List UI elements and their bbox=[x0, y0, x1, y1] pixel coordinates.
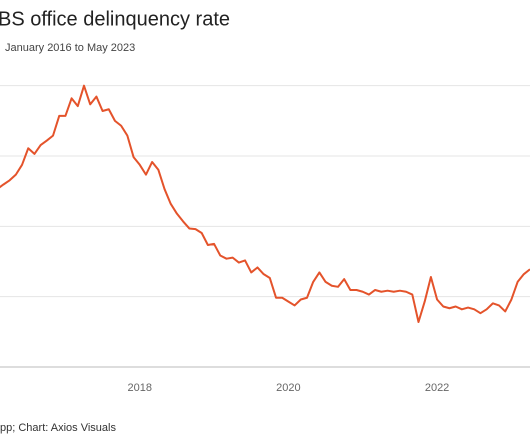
x-tick-label: 2020 bbox=[276, 382, 300, 394]
chart-source: pp; Chart: Axios Visuals bbox=[0, 422, 116, 434]
chart-title: BS office delinquency rate bbox=[0, 8, 230, 30]
data-line bbox=[0, 84, 530, 323]
x-tick-label: 2022 bbox=[425, 382, 449, 394]
x-tick-label: 2018 bbox=[128, 382, 152, 394]
chart-subtitle: January 2016 to May 2023 bbox=[5, 42, 135, 54]
